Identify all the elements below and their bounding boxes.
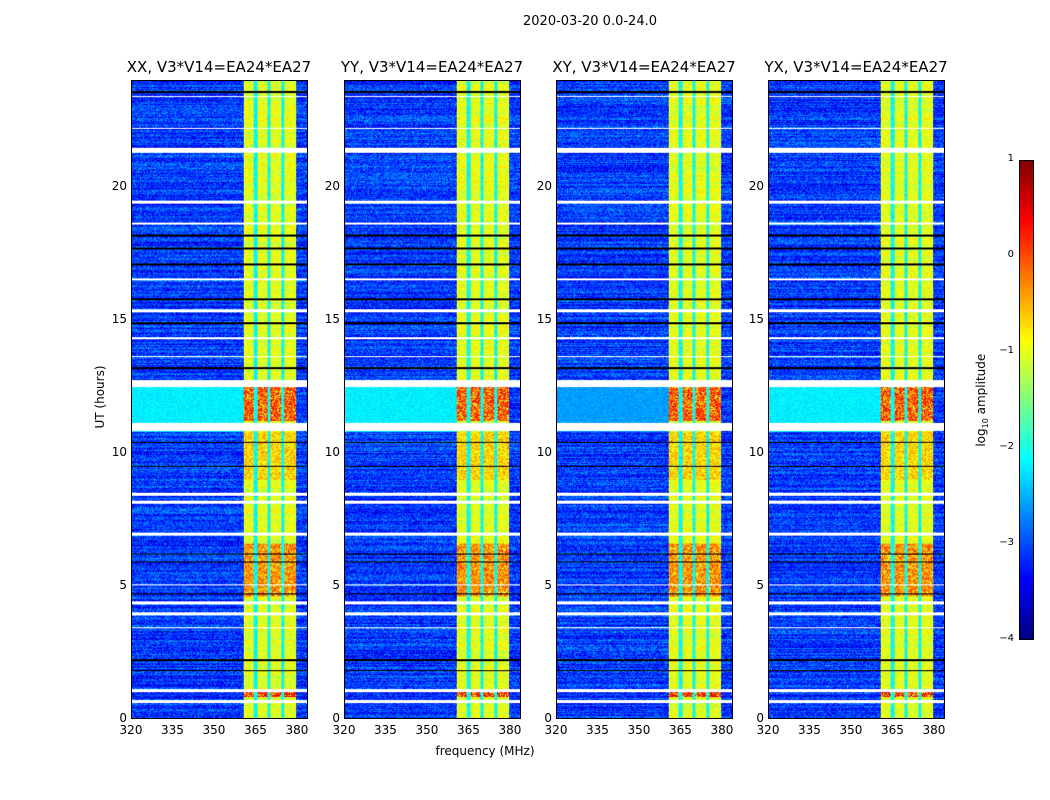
x-tick-label: 365 xyxy=(881,723,904,737)
x-tick-label: 365 xyxy=(669,723,692,737)
y-tick-label: 15 xyxy=(536,311,552,326)
panel-title: XX, V3*V14=EA24*EA27 xyxy=(126,58,312,76)
x-tick-label: 320 xyxy=(332,723,356,737)
panel-title: YX, V3*V14=EA24*EA27 xyxy=(764,58,948,76)
y-tick-label: 5 xyxy=(756,577,764,592)
y-tick-label: 10 xyxy=(536,444,552,459)
panel-title: YY, V3*V14=EA24*EA27 xyxy=(340,58,524,76)
y-tick-label: 15 xyxy=(324,311,340,326)
x-tick-label: 350 xyxy=(415,723,439,737)
colorbar-tick-label: −2 xyxy=(999,441,1014,452)
heatmap-panel xyxy=(344,80,521,719)
x-tick-label: 380 xyxy=(285,723,309,737)
y-tick-label: 0 xyxy=(544,711,552,725)
x-tick-label: 365 xyxy=(244,723,267,737)
y-tick-label: 5 xyxy=(332,577,340,592)
x-tick-label: 320 xyxy=(756,723,780,737)
x-tick-label: 335 xyxy=(161,723,184,737)
x-tick-label: 380 xyxy=(498,723,522,737)
y-tick-label: 10 xyxy=(748,444,764,459)
y-tick-label: 0 xyxy=(332,711,340,725)
heatmap-panel xyxy=(556,80,733,719)
y-axis-label: UT (hours) xyxy=(93,365,107,429)
colorbar xyxy=(1019,160,1034,640)
x-tick-label: 350 xyxy=(202,723,226,737)
y-tick-label: 20 xyxy=(324,178,340,193)
y-tick-label: 0 xyxy=(119,711,127,725)
y-tick-label: 5 xyxy=(544,577,552,592)
x-tick-label: 320 xyxy=(544,723,568,737)
x-tick-label: 335 xyxy=(798,723,821,737)
x-tick-label: 335 xyxy=(374,723,397,737)
heatmap-cells xyxy=(769,81,944,718)
y-tick-label: 20 xyxy=(111,178,127,193)
colorbar-tick-label: −3 xyxy=(999,537,1014,548)
x-tick-label: 335 xyxy=(586,723,609,737)
colorbar-tick-label: 0 xyxy=(1007,249,1014,260)
y-tick-label: 5 xyxy=(119,577,127,592)
y-tick-label: 20 xyxy=(536,178,552,193)
x-tick-label: 350 xyxy=(627,723,651,737)
x-tick-label: 320 xyxy=(119,723,143,737)
x-tick-label: 380 xyxy=(922,723,946,737)
colorbar-tick-label: −1 xyxy=(999,345,1014,356)
y-tick-label: 15 xyxy=(748,311,764,326)
y-tick-label: 0 xyxy=(756,711,764,725)
y-tick-label: 10 xyxy=(324,444,340,459)
x-tick-label: 365 xyxy=(457,723,480,737)
heatmap-cells xyxy=(132,81,307,718)
y-tick-label: 10 xyxy=(111,444,127,459)
x-tick-label: 350 xyxy=(839,723,863,737)
heatmap-panel xyxy=(131,80,308,719)
figure-title: 2020-03-20 0.0-24.0 xyxy=(523,14,657,29)
panel-title: XY, V3*V14=EA24*EA27 xyxy=(552,58,736,76)
colorbar-tick-label: 1 xyxy=(1007,153,1014,164)
x-tick-label: 380 xyxy=(710,723,734,737)
x-axis-label: frequency (MHz) xyxy=(435,744,535,758)
colorbar-tick-label: −4 xyxy=(999,633,1014,644)
heatmap-cells xyxy=(345,81,520,718)
heatmap-panel xyxy=(768,80,945,719)
y-tick-label: 20 xyxy=(748,178,764,193)
heatmap-cells xyxy=(557,81,732,718)
y-tick-label: 15 xyxy=(111,311,127,326)
